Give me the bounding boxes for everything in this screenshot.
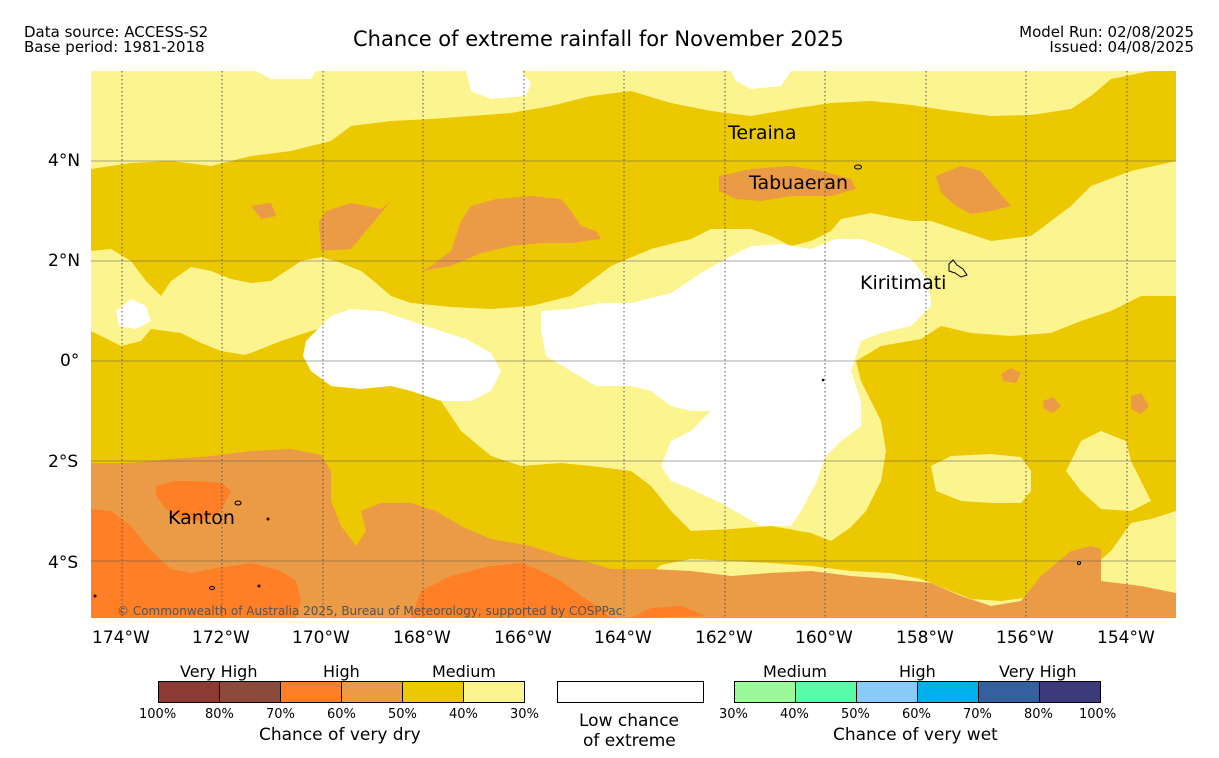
lon-label-162w: 162°W	[695, 628, 753, 648]
island-dot-5	[93, 594, 97, 598]
legend-dry-pct-30: 30%	[510, 707, 539, 722]
dry-medium-light-pocket-east	[931, 454, 1031, 503]
legend-wet-pct-30: 30%	[719, 707, 748, 722]
legend-wet-swatch-3	[917, 681, 979, 703]
grid-lines	[91, 71, 1176, 618]
island-dot-2	[821, 378, 825, 382]
lon-label-174w: 174°W	[92, 628, 150, 648]
island-dot-1	[266, 517, 270, 521]
tabuaeran-island	[854, 164, 862, 170]
legend-dry-swatch-4	[402, 681, 464, 703]
island-dot-4	[257, 584, 261, 588]
lon-label-156w: 156°W	[996, 628, 1054, 648]
legend-dry-cat-medium: Medium	[432, 662, 496, 681]
legend-dry-swatch-5	[463, 681, 525, 703]
legend-wet-cat-medium: Medium	[763, 662, 827, 681]
lon-label-164w: 164°W	[594, 628, 652, 648]
low-chance-region-top-right	[731, 71, 791, 89]
lat-label-0: 0°	[60, 351, 80, 371]
legend-wet-pct-100: 100%	[1079, 707, 1117, 722]
legend-wet-swatch-4	[978, 681, 1040, 703]
dry-high-bright-patch-kanton	[156, 481, 231, 521]
legend-neutral-line2: of extreme	[583, 731, 676, 751]
lon-label-160w: 160°W	[795, 628, 853, 648]
legend-neutral-swatch	[557, 681, 704, 703]
dry-high-patch-f	[1001, 368, 1021, 383]
legend-wet-cat-very-high: Very High	[999, 662, 1077, 681]
island-dot-6	[1077, 561, 1081, 565]
low-chance-region-top-left	[256, 71, 316, 79]
data-source-text: Data source: ACCESS-S2	[24, 23, 209, 41]
kiritimati-island	[948, 259, 968, 278]
legend-wet-swatch-0	[734, 681, 796, 703]
dry-medium-region-west	[91, 329, 251, 411]
legend-dry-swatch-0	[158, 681, 220, 703]
dry-high-patch-c	[251, 203, 276, 219]
dry-medium-region-north	[91, 71, 1176, 309]
lat-label-4n: 4°N	[48, 151, 81, 171]
dry-high-patch-a	[319, 201, 391, 251]
island-outlines	[93, 164, 1081, 598]
legend-dry-pct-40: 40%	[449, 707, 478, 722]
legend-dry-pct-50: 50%	[388, 707, 417, 722]
legend-dry-cat-very-high: Very High	[180, 662, 258, 681]
lon-label-158w: 158°W	[896, 628, 954, 648]
low-chance-region-small	[116, 299, 151, 329]
place-label-teraina: Teraina	[728, 122, 797, 144]
lat-label-2s: 2°S	[48, 452, 79, 472]
dry-high-region-south	[91, 449, 1176, 618]
place-label-kanton: Kanton	[168, 507, 235, 529]
rainfall-map	[91, 71, 1176, 618]
legend-dry-cat-high: High	[323, 662, 360, 681]
dry-high-patch-g	[1043, 397, 1061, 413]
dry-high-patch-e	[936, 166, 1011, 214]
lon-label-172w: 172°W	[192, 628, 250, 648]
legend-dry-pct-60: 60%	[327, 707, 356, 722]
dry-high-patch-h	[1131, 393, 1149, 414]
dry-high-bright-patch-south-2	[631, 606, 706, 618]
lon-label-166w: 166°W	[494, 628, 552, 648]
legend-dry-swatch-2	[280, 681, 342, 703]
lat-label-4s: 4°S	[48, 553, 79, 573]
legend-wet-pct-40: 40%	[780, 707, 809, 722]
low-chance-region-top	[466, 71, 531, 99]
dry-high-patch-b	[411, 196, 601, 276]
legend-dry-swatch-3	[341, 681, 403, 703]
legend-neutral-line1: Low chance	[579, 711, 679, 731]
legend-wet-swatch-2	[856, 681, 918, 703]
base-period-text: Base period: 1981-2018	[24, 38, 205, 56]
copyright-text: © Commonwealth of Australia 2025, Bureau…	[117, 604, 623, 618]
low-chance-region-central	[541, 239, 931, 526]
legend-wet-pct-50: 50%	[841, 707, 870, 722]
issued-text: Issued: 04/08/2025	[1049, 38, 1194, 56]
island-dot-3	[209, 586, 215, 590]
legend-dry-pct-70: 70%	[266, 707, 295, 722]
lon-label-154w: 154°W	[1097, 628, 1155, 648]
legend-wet-pct-80: 80%	[1024, 707, 1053, 722]
legend-wet-pct-60: 60%	[902, 707, 931, 722]
dry-high-bright-region-sw	[91, 509, 301, 618]
legend-wet-swatch-1	[795, 681, 857, 703]
legend-dry-swatch-1	[219, 681, 281, 703]
legend-dry-caption: Chance of very dry	[259, 725, 421, 745]
legend-wet-caption: Chance of very wet	[833, 725, 998, 745]
dry-medium-light-pocket-far-east	[1066, 431, 1151, 511]
legend-dry-pct-100: 100%	[139, 707, 177, 722]
legend-wet-cat-high: High	[899, 662, 936, 681]
model-run-text: Model Run: 02/08/2025	[1019, 23, 1194, 41]
kanton-island	[234, 500, 242, 506]
legend-wet-swatch-5	[1039, 681, 1101, 703]
legend-dry-pct-80: 80%	[205, 707, 234, 722]
lat-label-2n: 2°N	[48, 251, 81, 271]
dry-high-bright-patch-south	[411, 563, 611, 618]
lon-label-168w: 168°W	[393, 628, 451, 648]
dry-high-patch-d	[719, 166, 856, 201]
chart-title: Chance of extreme rainfall for November …	[353, 27, 844, 51]
legend-wet-pct-70: 70%	[963, 707, 992, 722]
low-chance-region-west	[303, 309, 501, 401]
place-label-tabuaeran: Tabuaeran	[749, 172, 849, 194]
lon-label-170w: 170°W	[292, 628, 350, 648]
place-label-kiritimati: Kiritimati	[860, 272, 947, 294]
